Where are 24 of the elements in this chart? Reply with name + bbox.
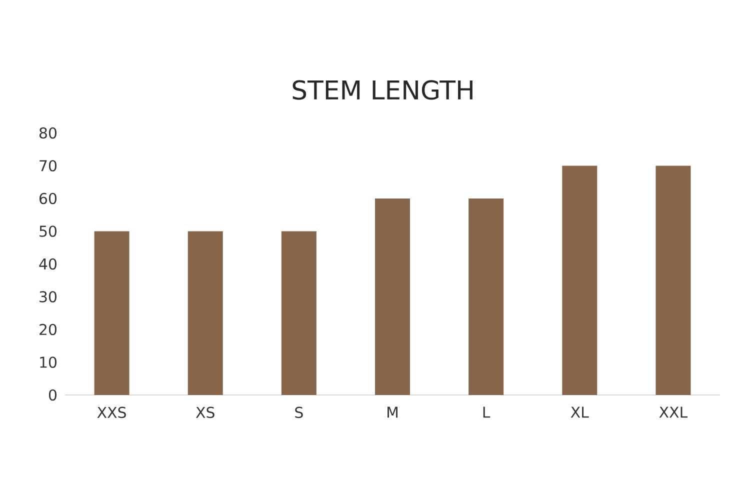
bar	[468, 198, 504, 395]
y-tick-label: 30	[40, 291, 56, 302]
x-tick-label: L	[483, 406, 490, 418]
chart-title: STEM LENGTH	[292, 80, 472, 100]
x-tick-label: XS	[196, 406, 214, 418]
bar	[562, 166, 598, 395]
y-tick-label: 40	[39, 258, 56, 270]
bar	[375, 198, 410, 395]
y-tick-label: 20	[40, 324, 56, 336]
bar	[94, 231, 130, 395]
y-tick-label: 60	[40, 192, 56, 204]
x-tick-label: XXL	[659, 406, 688, 418]
y-tick-label: 10	[40, 356, 56, 368]
y-tick-label: 80	[39, 127, 56, 139]
y-tick-label: 50	[40, 226, 56, 237]
x-tick-label: S	[295, 406, 303, 418]
y-tick-label: 0	[48, 389, 56, 401]
bar	[281, 231, 316, 395]
y-tick-label: 70	[40, 160, 56, 172]
bar	[188, 231, 223, 395]
x-tick-label: M	[388, 406, 398, 418]
x-tick-label: XL	[570, 406, 589, 418]
x-tick-label: XXS	[97, 406, 126, 418]
bar	[656, 166, 691, 395]
